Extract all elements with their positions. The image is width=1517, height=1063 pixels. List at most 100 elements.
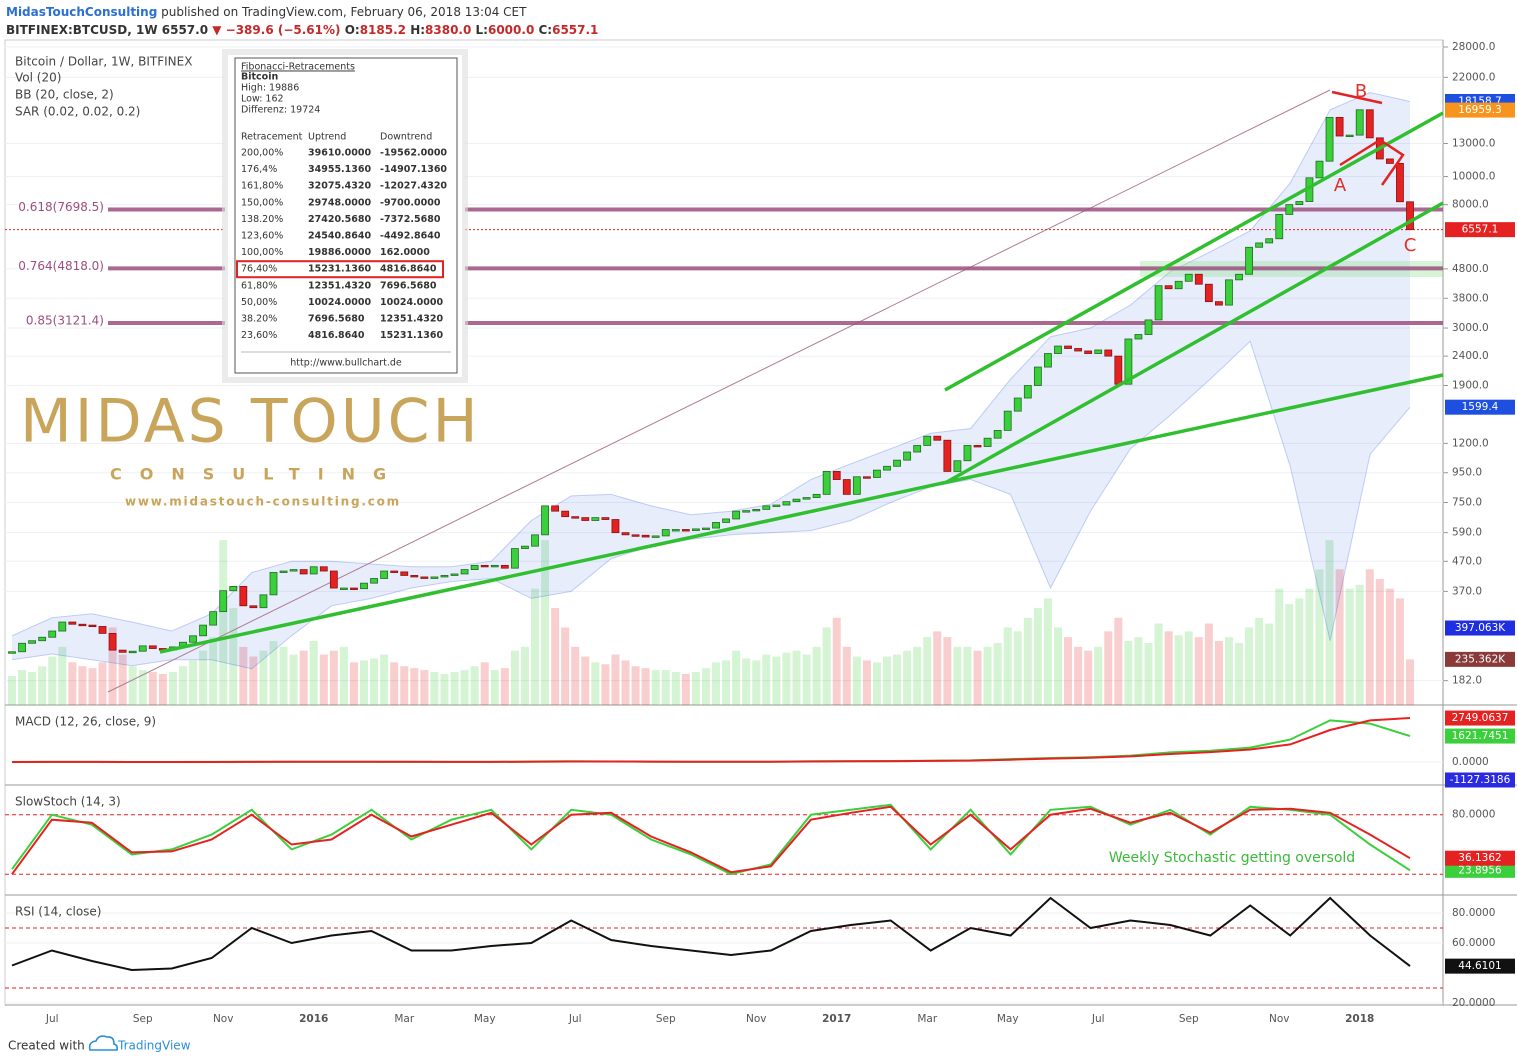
volume-bar <box>440 673 449 705</box>
fib-cell: 10024.0000 <box>380 297 443 308</box>
legend-item: Vol (20) <box>15 71 61 85</box>
volume-bar <box>1114 617 1123 705</box>
candle <box>822 471 831 495</box>
candle <box>1245 246 1253 275</box>
price-label-box <box>1445 222 1515 238</box>
x-tick-label: 2018 <box>1345 1013 1374 1025</box>
value-label: -1127.3186 <box>1450 774 1511 786</box>
fib-cell: 7696.5680 <box>308 314 365 325</box>
ohlc-key: L: <box>476 23 488 37</box>
wave-label: A <box>1334 175 1347 196</box>
fib-info: Differenz: 19724 <box>241 105 320 116</box>
y-tick-label: 950.0 <box>1452 467 1482 479</box>
candle <box>792 498 801 503</box>
candle <box>973 445 982 448</box>
volume-bar <box>48 656 57 705</box>
footer-brand[interactable]: TradingView <box>117 1039 191 1053</box>
candle <box>702 527 710 530</box>
candle <box>490 564 499 568</box>
ohlc-value: 6000.0 <box>488 23 534 37</box>
candle <box>521 545 529 549</box>
candle <box>1044 353 1052 368</box>
candle <box>1406 201 1414 231</box>
volume-bar <box>691 672 700 705</box>
candle <box>591 517 600 521</box>
x-tick-label: 2016 <box>299 1013 328 1025</box>
candle <box>862 476 871 479</box>
volume-bar <box>1164 631 1173 705</box>
volume-bar <box>1033 608 1042 705</box>
volume-bar <box>973 650 982 705</box>
candle <box>28 640 37 644</box>
candle <box>58 621 67 632</box>
volume-bar <box>1305 588 1314 705</box>
candle <box>621 532 630 536</box>
volume-bar <box>601 664 610 705</box>
volume-bar <box>360 660 369 705</box>
candle <box>1164 285 1173 290</box>
value-label-box <box>1445 728 1515 744</box>
candle <box>651 535 660 538</box>
wave-line <box>1339 138 1405 186</box>
candle <box>480 564 489 568</box>
volume-bar <box>993 642 1002 705</box>
volume-bar <box>681 673 690 705</box>
trend-line <box>159 373 1444 654</box>
candle <box>1235 273 1243 281</box>
y-tick-label: 10000.0 <box>1452 171 1495 183</box>
candle <box>1255 242 1264 248</box>
bollinger-fill <box>12 92 1410 669</box>
pane-title: MACD (12, 26, close, 9) <box>15 715 156 729</box>
candle <box>1265 238 1274 244</box>
ohlc-value: 8185.2 <box>360 23 406 37</box>
fib-cell: 34955.1360 <box>308 164 371 175</box>
x-tick-label: Nov <box>746 1013 767 1025</box>
fib-cell: 123,60% <box>241 231 283 242</box>
volume-bar <box>249 656 258 705</box>
ohlc-value: 8380.0 <box>425 23 471 37</box>
candle <box>1064 345 1072 349</box>
candle <box>1295 201 1304 206</box>
volume-bar <box>1375 578 1384 705</box>
volume-bar <box>88 668 97 705</box>
volume-bar <box>500 668 509 705</box>
volume-bar <box>38 666 47 705</box>
fib-label: 0.618(7698.5) <box>18 200 104 214</box>
volume-bar <box>701 668 710 705</box>
trend-lines <box>159 111 1444 654</box>
volume-bar <box>209 637 218 705</box>
volume-bar <box>631 666 640 705</box>
author[interactable]: MidasTouchConsulting <box>6 5 157 19</box>
candle <box>1355 109 1364 136</box>
candle <box>1033 366 1042 386</box>
ohlc-key: O: <box>345 23 360 37</box>
candle <box>118 649 127 653</box>
volume-bar <box>903 650 912 705</box>
fib-label: 0.764(4818.0) <box>18 259 104 273</box>
candle <box>1335 117 1344 137</box>
fib-box <box>234 57 458 374</box>
fib-name: Bitcoin <box>241 72 278 83</box>
candle <box>1154 285 1163 321</box>
value-label: 1621.7451 <box>1452 730 1509 742</box>
value-label-box <box>1445 862 1515 878</box>
candle <box>249 605 258 609</box>
candle <box>772 504 781 507</box>
candle <box>1174 280 1183 290</box>
price-label: 16959.3 <box>1458 104 1501 116</box>
fib-cell: 76,40% <box>241 264 277 275</box>
volume-bar <box>470 666 479 705</box>
fib-column-header: Downtrend <box>380 132 432 143</box>
volume-bar <box>782 652 791 705</box>
volume-bar <box>963 646 972 705</box>
candle <box>138 645 147 652</box>
y-tick-label: 80.0000 <box>1452 809 1495 821</box>
y-tick-label: 3800.0 <box>1452 292 1489 304</box>
fib-cell: 100,00% <box>241 247 283 258</box>
volume-bar <box>842 646 851 705</box>
volume-bar <box>923 637 932 705</box>
pane-title: SlowStoch (14, 3) <box>15 795 121 809</box>
indicator-line <box>11 717 1411 763</box>
symbol-line: BITFINEX:BTCUSD, 1W 6557.0 ▼ −389.6 (−5.… <box>6 23 598 37</box>
